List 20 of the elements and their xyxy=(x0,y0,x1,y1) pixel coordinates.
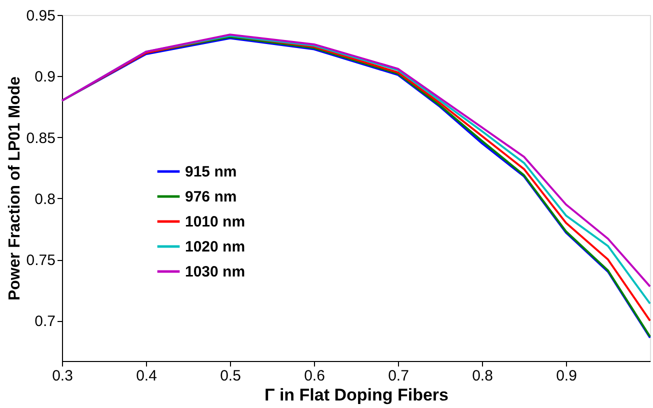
y-tick-label: 0.8 xyxy=(34,190,56,208)
legend-label: 976 nm xyxy=(185,188,237,206)
x-tick-label: 0.4 xyxy=(136,368,157,384)
x-tick-label: 0.6 xyxy=(304,368,325,384)
legend-label: 1010 nm xyxy=(185,214,246,230)
x-tick-label: 0.7 xyxy=(388,368,409,384)
y-tick-label: 0.95 xyxy=(26,8,56,24)
y-tick-label: 0.7 xyxy=(34,313,56,330)
x-axis-title: Γ in Flat Doping Fibers xyxy=(264,386,448,404)
x-tick-label: 0.5 xyxy=(220,368,241,384)
x-tick-label: 0.3 xyxy=(52,368,73,384)
y-axis-title: Power Fraction of LP01 Mode xyxy=(6,76,24,301)
legend-label: 915 nm xyxy=(185,164,237,180)
y-tick-label: 0.85 xyxy=(26,130,56,147)
legend-label: 1020 nm xyxy=(185,238,246,256)
x-tick-label: 0.9 xyxy=(556,368,577,384)
y-tick-label: 0.9 xyxy=(34,68,56,86)
legend-label: 1030 nm xyxy=(185,264,246,280)
x-tick-label: 0.8 xyxy=(472,368,493,384)
y-tick-label: 0.75 xyxy=(26,252,56,270)
